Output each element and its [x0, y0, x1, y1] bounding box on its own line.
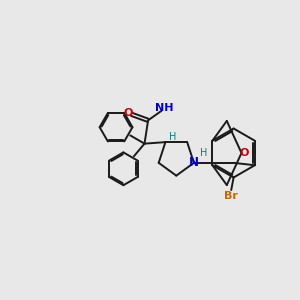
Text: H: H [169, 132, 177, 142]
Text: Br: Br [224, 191, 238, 201]
Text: N: N [189, 156, 199, 169]
Text: H: H [200, 148, 207, 158]
Text: O: O [123, 108, 133, 118]
Text: O: O [239, 148, 249, 158]
Text: NH: NH [155, 103, 174, 113]
